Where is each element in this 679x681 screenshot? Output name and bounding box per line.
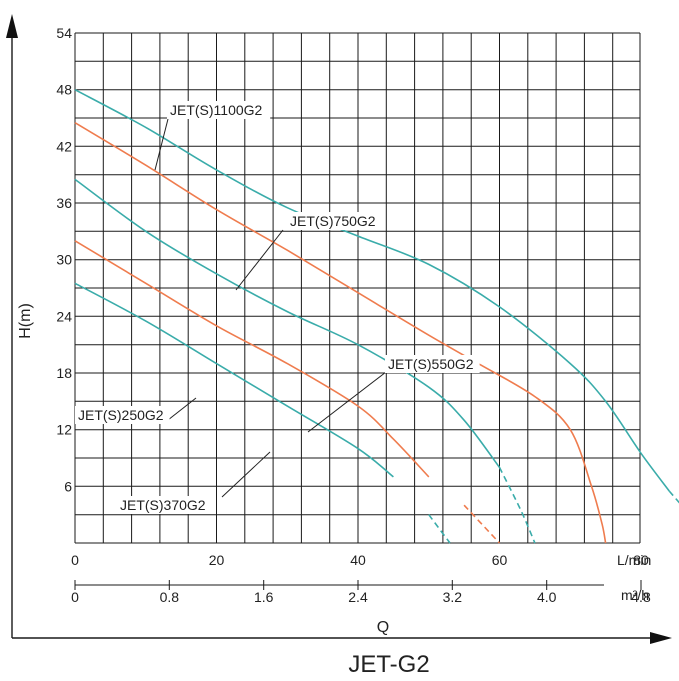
series-label: JET(S)550G2: [388, 356, 474, 372]
leader-line: [154, 118, 169, 171]
leader-line: [167, 397, 197, 421]
y-tick-label: 6: [64, 478, 72, 494]
x-tick-label-lmin: 40: [350, 552, 366, 568]
x-unit-lmin: L/min: [617, 552, 651, 568]
x-tick-label-lmin: 0: [71, 552, 79, 568]
series-label-bg: [117, 496, 212, 514]
curve-dashed-jets1100g2: [668, 490, 679, 504]
curve-dashed-jets250g2: [428, 514, 451, 544]
y-tick-label: 18: [56, 365, 72, 381]
leader-line: [307, 371, 387, 433]
series-labels: JET(S)1100G2 JET(S)750G2 JET(S)550G2 JET(S)…: [75, 101, 480, 514]
curve-dashed-jets370g2: [463, 504, 501, 544]
series-label: JET(S)250G2: [78, 407, 164, 423]
series-label-bg: [385, 355, 480, 373]
x-axis-title: Q: [377, 619, 389, 636]
leader-line: [235, 229, 284, 291]
series-label-bg: [75, 406, 170, 424]
curve-jets550g2: [74, 178, 501, 468]
x-axis-arrow-icon: [650, 632, 672, 644]
y-tick-label: 54: [56, 25, 72, 41]
y-tick-label: 36: [56, 195, 72, 211]
x-tick-label-m3h: 0: [71, 589, 79, 605]
x-tick-label-m3h: 0.8: [160, 589, 180, 605]
series-label: JET(S)1100G2: [170, 102, 263, 118]
y-tick-label: 12: [56, 422, 72, 438]
y-tick-label: 48: [56, 82, 72, 98]
curve-jets370g2: [74, 240, 430, 478]
curve-jets250g2: [74, 282, 394, 478]
x-tick-label-lmin: 20: [209, 552, 225, 568]
x-tick-label-m3h: 1.6: [254, 589, 274, 605]
series-label: JET(S)750G2: [290, 213, 376, 229]
y-axis-title: H(m): [17, 303, 34, 339]
axes: [6, 14, 672, 644]
x-tick-label-m3h: 4.8: [631, 589, 651, 605]
y-tick-label: 30: [56, 252, 72, 268]
y-tick-label: 42: [56, 138, 72, 154]
x-tick-label-m3h: 2.4: [348, 589, 368, 605]
series-label-bg: [167, 101, 271, 119]
x-tick-label-lmin: 80: [633, 552, 649, 568]
leader-line: [221, 451, 271, 498]
x-tick-label-m3h: 4.0: [537, 589, 557, 605]
series-label-bg: [287, 212, 382, 230]
x-tick-label-lmin: 60: [492, 552, 508, 568]
grid: [74, 32, 641, 544]
tick-labels: 6121824303642485402040608010012000.81.62…: [56, 25, 651, 605]
curve-jets750g2: [74, 122, 607, 544]
x-tick-label-m3h: 3.2: [443, 589, 463, 605]
x-unit-m3h: m³/h: [621, 587, 649, 603]
y-axis-arrow-icon: [6, 14, 18, 38]
series-label: JET(S)370G2: [120, 497, 206, 513]
curves: [74, 88, 679, 544]
curve-jets1100g2: [74, 88, 670, 492]
y-tick-label: 24: [56, 308, 72, 324]
curve-dashed-jets550g2: [498, 467, 536, 544]
chart-title: JET-G2: [348, 651, 429, 678]
